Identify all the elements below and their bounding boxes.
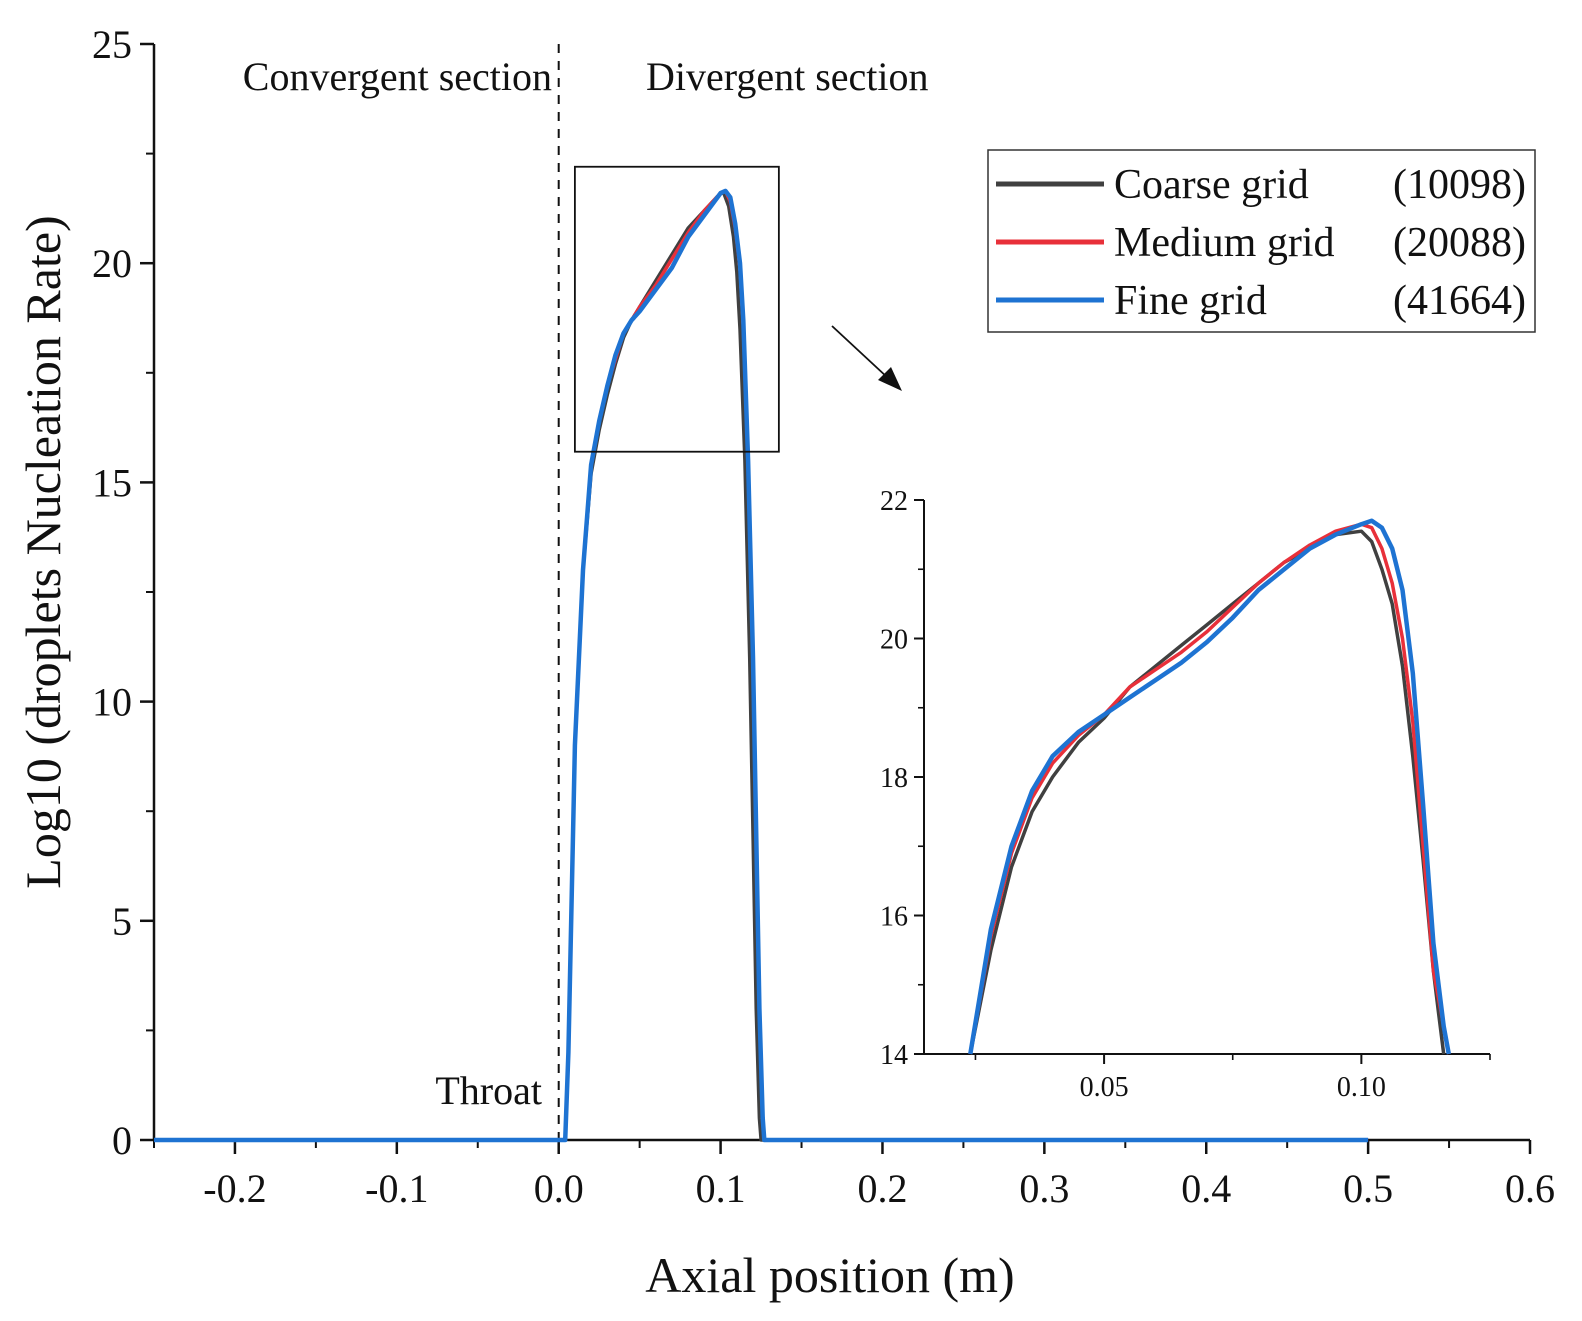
inset-y-tick-label: 20 bbox=[880, 625, 908, 656]
main-tick-labels: -0.2 -0.1 0.0 0.1 0.2 0.3 0.4 0.5 0.6 0 5 10 15 20 25 bbox=[92, 22, 1555, 1211]
legend: Coarse grid (10098) Medium grid (20088) Fine… bbox=[987, 149, 1536, 333]
main-x-tick-label: 0.5 bbox=[1343, 1166, 1393, 1211]
convergent-section-label: Convergent section bbox=[243, 54, 552, 99]
inset-y-tick-label: 18 bbox=[880, 763, 908, 794]
y-axis-title: Log10 (droplets Nucleation Rate) bbox=[15, 215, 71, 888]
inset-y-tick-label: 14 bbox=[880, 1040, 908, 1071]
main-x-tick-label: 0.4 bbox=[1181, 1166, 1231, 1211]
main-y-tick-label: 10 bbox=[92, 680, 132, 725]
inset-series-line-2 bbox=[968, 522, 1451, 1055]
inset-chart: 0.05 0.10 14 16 18 20 22 bbox=[880, 486, 1491, 1103]
main-y-tick-label: 20 bbox=[92, 241, 132, 286]
inset-x-tick-label: 0.10 bbox=[1337, 1072, 1386, 1103]
main-chart: -0.2 -0.1 0.0 0.1 0.2 0.3 0.4 0.5 0.60510152025 … bbox=[15, 22, 1555, 1303]
main-series-line-3 bbox=[154, 188, 1369, 1143]
legend-label-2: Medium grid bbox=[1114, 220, 1334, 266]
main-y-tick-label: 0 bbox=[112, 1118, 132, 1163]
legend-label-1: Coarse grid bbox=[1114, 162, 1309, 208]
main-x-tick-label: -0.1 bbox=[365, 1166, 428, 1211]
inset-series-line-3 bbox=[968, 518, 1452, 1055]
inset-x-tick-label: 0.05 bbox=[1080, 1072, 1129, 1103]
x-axis-title: Axial position (m) bbox=[645, 1247, 1014, 1303]
main-x-tick-label: 0.0 bbox=[534, 1166, 584, 1211]
main-y-tick-label: 25 bbox=[92, 22, 132, 67]
zoom-arrow bbox=[831, 325, 902, 391]
main-y-tick-label: 15 bbox=[92, 460, 132, 505]
main-x-tick-label: 0.1 bbox=[696, 1166, 746, 1211]
legend-count-2: (20088) bbox=[1393, 220, 1526, 266]
inset-tick-labels: 0.05 0.10 14 16 18 20 22 bbox=[880, 486, 1386, 1103]
main-y-tick-label: 5 bbox=[112, 899, 132, 944]
legend-count-1: (10098) bbox=[1393, 162, 1526, 208]
inset-series-group bbox=[968, 518, 1452, 1055]
inset-series-line-1 bbox=[968, 529, 1446, 1055]
divergent-section-label: Divergent section bbox=[646, 54, 929, 99]
main-x-tick-label: 0.3 bbox=[1019, 1166, 1069, 1211]
inset-y-tick-label: 22 bbox=[880, 486, 908, 517]
main-x-tick-label: 0.6 bbox=[1505, 1166, 1555, 1211]
main-x-tick-label: 0.2 bbox=[857, 1166, 907, 1211]
main-series-group bbox=[154, 188, 1369, 1143]
zoom-box bbox=[573, 165, 780, 453]
legend-label-3: Fine grid bbox=[1114, 278, 1267, 324]
inset-axis-ticks bbox=[914, 499, 1491, 1064]
legend-count-3: (41664) bbox=[1393, 278, 1526, 324]
inset-y-tick-label: 16 bbox=[880, 902, 908, 933]
main-x-tick-label: -0.2 bbox=[203, 1166, 266, 1211]
throat-label: Throat bbox=[435, 1068, 542, 1113]
